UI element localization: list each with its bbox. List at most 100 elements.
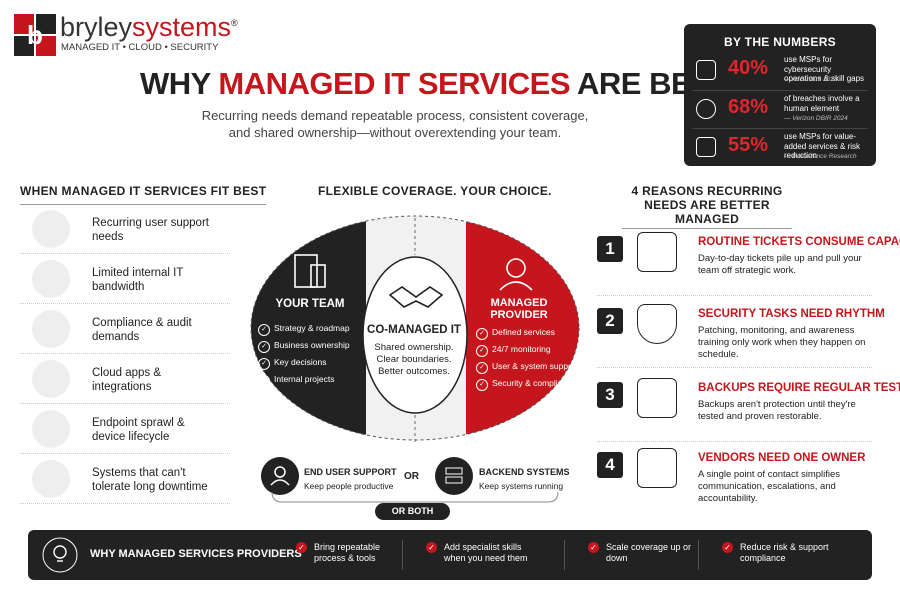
- numbers-box: BY THE NUMBERS 40% use MSPs for cybersecu…: [684, 24, 876, 166]
- footer: WHY MANAGED SERVICES PROVIDERS Bring rep…: [28, 530, 872, 580]
- number-value: 55%: [728, 134, 769, 156]
- fit-text: Endpoint sprawl & device lifecycle: [92, 417, 185, 443]
- fit-text: Cloud apps & integrations: [92, 367, 162, 393]
- provider-item: 24/7 monitoring: [476, 341, 578, 358]
- team-item: Internal projects: [258, 371, 350, 388]
- reason-icon: [637, 232, 677, 272]
- bulb-icon: [42, 537, 78, 573]
- fit-icon: [32, 460, 70, 498]
- subtitle: Recurring needs demand repeatable proces…: [201, 108, 589, 140]
- co-text: Clear boundaries.: [376, 354, 452, 365]
- reason: 1 ROUTINE TICKETS CONSUME CAPACITY Day-to-…: [597, 228, 900, 296]
- footer-divider: [564, 540, 565, 570]
- footer-item: Reduce risk & support compliance: [722, 542, 832, 564]
- reason-icon: [637, 448, 677, 488]
- footer-item: Bring repeatable process & tools: [296, 542, 406, 564]
- reason: 4 VENDORS NEED ONE OWNER A single point of…: [597, 444, 872, 512]
- fit-icon: [32, 210, 70, 248]
- team-item: Strategy & roadmap: [258, 320, 350, 337]
- fit-item: Systems that can't tolerate long downtim…: [20, 456, 230, 504]
- title-part: MANAGED IT SERVICES: [218, 66, 571, 101]
- number-text: use MSPs for value-added services & risk…: [784, 132, 861, 160]
- fit-text: Limited internal IT bandwidth: [92, 267, 184, 293]
- number-text: use MSPs for cybersecurity operations & …: [784, 55, 865, 83]
- number-source: — Verizon DBIR 2024: [784, 115, 848, 122]
- or: OR: [404, 471, 419, 482]
- reasons-title: 4 REASONS RECURRING NEEDS ARE BETTER MAN…: [622, 184, 792, 229]
- title: WHY MANAGED IT SERVICES ARE BETTER: [140, 66, 771, 102]
- number-source: — Precedence Research: [784, 153, 857, 160]
- reason-title: ROUTINE TICKETS CONSUME CAPACITY: [698, 236, 900, 248]
- end-user-title: END USER SUPPORT: [304, 467, 397, 477]
- reason: 3 BACKUPS REQUIRE REGULAR TESTING Backups …: [597, 374, 900, 442]
- reason-icon: [637, 304, 677, 344]
- footer-divider: [402, 540, 403, 570]
- fit-icon: [32, 260, 70, 298]
- reason-title: SECURITY TASKS NEED RHYTHM: [698, 308, 885, 320]
- numbers-title: BY THE NUMBERS: [724, 35, 836, 49]
- fit-text: Recurring user support needs: [92, 217, 209, 243]
- provider-item: User & system support: [476, 358, 578, 375]
- fit-icon: [32, 410, 70, 448]
- number-icon: [696, 60, 716, 80]
- provider-item: Security & compliance: [476, 375, 578, 392]
- footer-divider: [698, 540, 699, 570]
- brand-mark: ®: [231, 18, 238, 28]
- brand-part: bryley: [60, 12, 133, 42]
- number-icon: [696, 137, 716, 157]
- brand-part: systems: [132, 12, 232, 42]
- reason-number: 3: [597, 382, 623, 408]
- reason-title: VENDORS NEED ONE OWNER: [698, 452, 866, 464]
- coverage-title: FLEXIBLE COVERAGE. YOUR CHOICE.: [318, 184, 552, 198]
- co-title: CO-MANAGED IT: [367, 324, 461, 336]
- fit-item: Endpoint sprawl & device lifecycle: [20, 406, 230, 454]
- fit-item: Recurring user support needs: [20, 206, 230, 254]
- fit-text: Compliance & audit demands: [92, 317, 192, 343]
- fit-item: Limited internal IT bandwidth: [20, 256, 230, 304]
- reason-text: Backups aren't protection until they're …: [698, 399, 856, 422]
- logo-icon: b: [14, 14, 56, 56]
- number-value: 40%: [728, 57, 769, 79]
- team-item: Business ownership: [258, 337, 350, 354]
- reason-text: A single point of contact simplifies com…: [698, 469, 841, 504]
- brand-tagline: MANAGED IT • CLOUD • SECURITY: [61, 42, 219, 53]
- number-row: 55% use MSPs for value-added services & r…: [692, 128, 868, 166]
- reason-number: 2: [597, 308, 623, 334]
- fit-title: WHEN MANAGED IT SERVICES FIT BEST: [20, 184, 267, 205]
- svg-text:b: b: [27, 20, 43, 50]
- reason-icon: [637, 378, 677, 418]
- fit-icon: [32, 360, 70, 398]
- bracket: [271, 492, 559, 503]
- end-user-text: Keep people productive: [304, 481, 394, 491]
- reason-title: BACKUPS REQUIRE REGULAR TESTING: [698, 382, 900, 394]
- number-text: of breaches involve a human element: [784, 94, 860, 113]
- provider-title: MANAGED PROVIDER: [490, 297, 548, 321]
- fit-item: Cloud apps & integrations: [20, 356, 230, 404]
- co-text: Better outcomes.: [378, 366, 450, 377]
- number-icon: [696, 99, 716, 119]
- user-icon: [261, 457, 299, 495]
- number-row: 40% use MSPs for cybersecurity operations…: [692, 52, 868, 90]
- footer-title: WHY MANAGED SERVICES PROVIDERS: [90, 548, 302, 560]
- number-row: 68% of breaches involve a human element — …: [692, 90, 868, 128]
- number-value: 68%: [728, 96, 769, 118]
- fit-icon: [32, 310, 70, 348]
- backend-title: BACKEND SYSTEMS: [479, 467, 570, 477]
- title-part: WHY: [140, 66, 219, 101]
- reason-number: 1: [597, 236, 623, 262]
- footer-item: Add specialist skills when you need them: [426, 542, 536, 564]
- fit-text: Systems that can't tolerate long downtim…: [92, 467, 208, 493]
- team-item: Key decisions: [258, 354, 350, 371]
- number-source: — Accenture 2023: [784, 76, 838, 83]
- both-pill: OR BOTH: [375, 503, 450, 520]
- fit-item: Compliance & audit demands: [20, 306, 230, 354]
- reason-text: Day-to-day tickets pile up and pull your…: [698, 253, 862, 276]
- co-text: Shared ownership.: [374, 342, 454, 353]
- provider-item: Defined services: [476, 324, 578, 341]
- reason-number: 4: [597, 452, 623, 478]
- reason-text: Patching, monitoring, and awareness trai…: [698, 325, 866, 360]
- backend-text: Keep systems running: [479, 481, 564, 491]
- team-title: YOUR TEAM: [275, 298, 345, 310]
- server-icon: [435, 457, 473, 495]
